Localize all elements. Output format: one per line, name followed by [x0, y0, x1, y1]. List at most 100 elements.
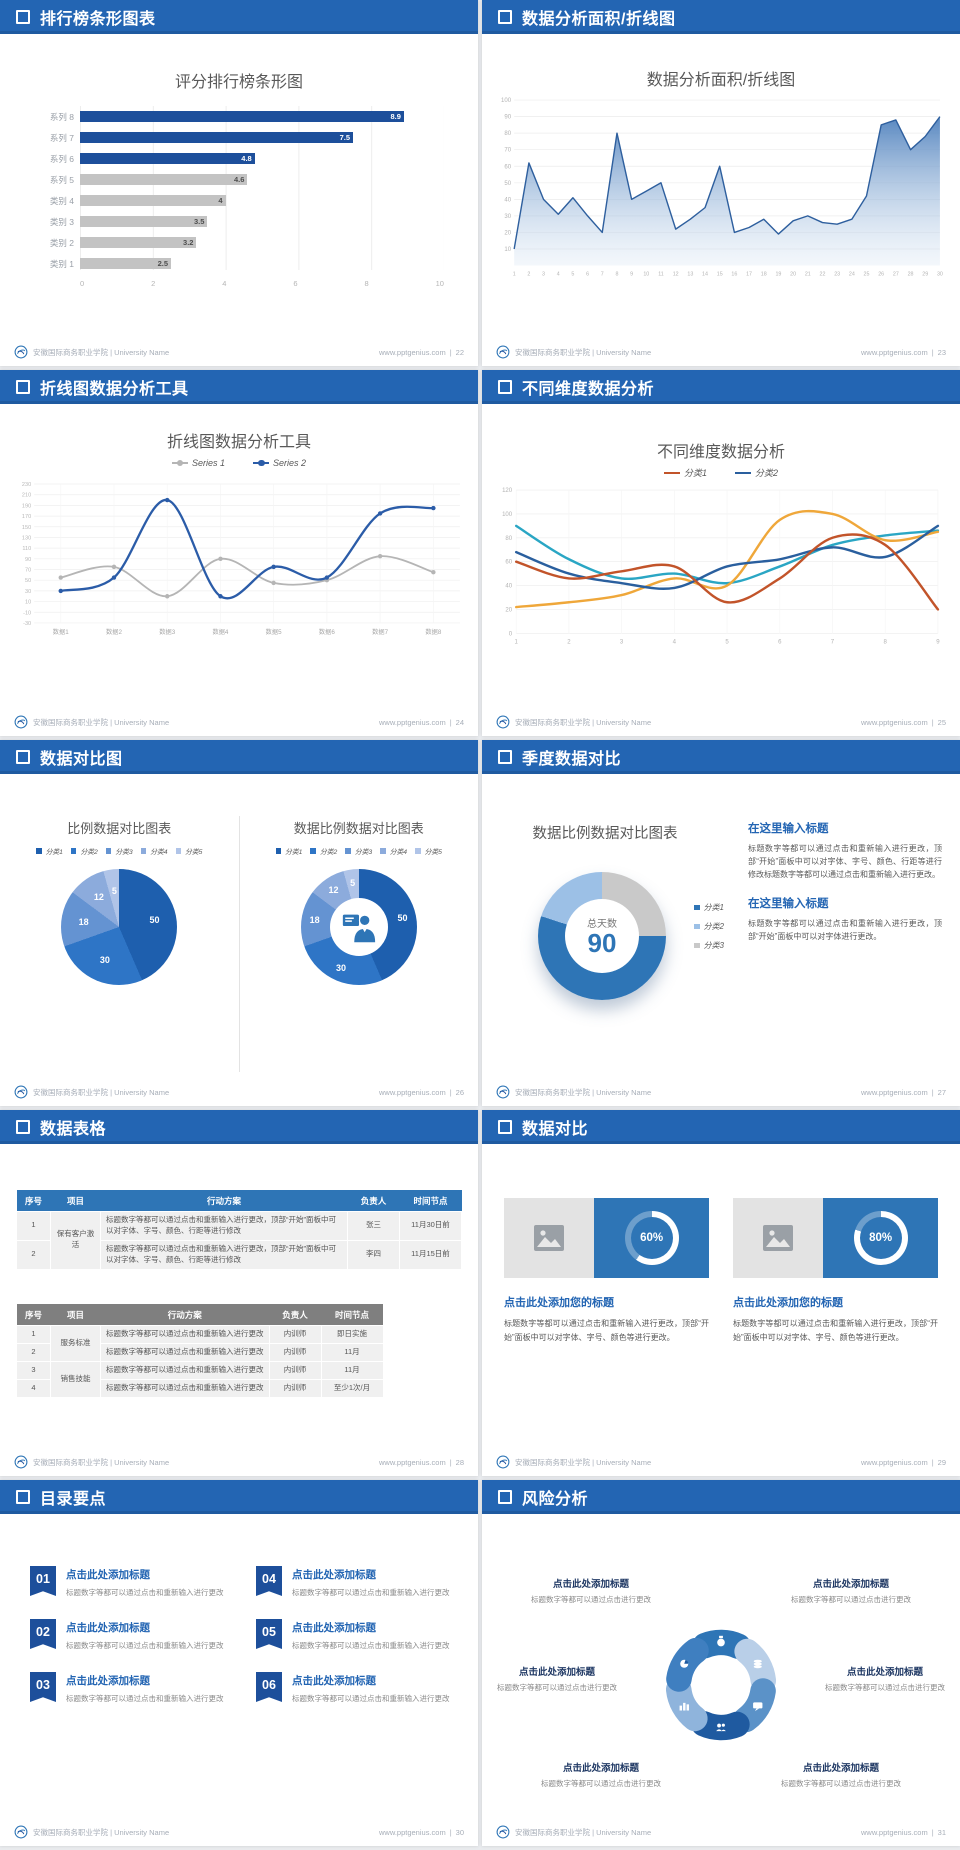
- square-bullet-icon: [16, 380, 30, 394]
- svg-text:100: 100: [502, 512, 513, 518]
- slide-multi-line-chart: 不同维度数据分析 不同维度数据分析 分类1 分类2 120 100 80 60 40 20…: [482, 370, 960, 736]
- svg-text:-10: -10: [23, 610, 31, 616]
- pie-value-label: 12: [93, 892, 104, 903]
- svg-text:11: 11: [658, 272, 664, 278]
- swatch-icon: [175, 848, 182, 854]
- merged-project-cell: 服务标准: [50, 1325, 101, 1362]
- bar-value-label: 8.9: [390, 112, 401, 121]
- donut-center-label: 总天数: [587, 918, 617, 930]
- slide-progress-comparison: 数据对比 60% 点击此处添加您的标题 标题数字等都可以通过点击和重新输入进行更…: [482, 1110, 960, 1476]
- footer-site-and-page: www.pptgenius.com | 28: [379, 1457, 464, 1467]
- svg-text:1: 1: [515, 639, 519, 645]
- university-logo-icon: [496, 1085, 510, 1099]
- svg-text:100: 100: [501, 98, 512, 104]
- bar-value-label: 4.8: [241, 154, 252, 163]
- svg-text:80: 80: [505, 536, 512, 542]
- bar-row: 类别 2 3.2: [30, 232, 444, 253]
- pie-value-label: 18: [78, 916, 89, 927]
- swatch-icon: [345, 848, 351, 854]
- footer-site: www.pptgenius.com: [379, 347, 446, 357]
- chart-legend: Series 1 Series 2: [0, 458, 478, 468]
- svg-text:20: 20: [505, 607, 512, 613]
- risk-label: 点击此处添加标题 标题数字等都可以通过点击进行更改: [497, 1667, 617, 1692]
- block-title: 在这里输入标题: [748, 897, 829, 910]
- index-badge: 06: [256, 1672, 282, 1702]
- pie-value-label: 30: [335, 962, 346, 973]
- card-body: 标题数字等都可以通过点击和重新输入进行更改，顶部“开始”面板中可以对字体、字号、…: [733, 1319, 938, 1342]
- item-body: 标题数字等都可以通过点击和重新输入进行更改: [66, 1694, 224, 1703]
- svg-text:23: 23: [834, 272, 840, 278]
- comparison-card: 60% 点击此处添加您的标题 标题数字等都可以通过点击和重新输入进行更改，顶部“…: [504, 1198, 709, 1344]
- progress-ring: 60%: [624, 1211, 679, 1265]
- chart-title: 不同维度数据分析: [656, 444, 785, 461]
- item-title: 点击此处添加标题: [292, 1675, 376, 1687]
- bar-category-label: 系列 6: [49, 153, 74, 164]
- slide-header: 风险分析: [482, 1480, 960, 1514]
- swatch-icon: [694, 923, 700, 930]
- catalog-item: 02 点击此处添加标题 标题数字等都可以通过点击和重新输入进行更改: [30, 1619, 226, 1652]
- slide-header: 数据分析面积/折线图: [482, 0, 960, 34]
- bar-value-label: 4.6: [234, 175, 245, 184]
- slide-footer: 安徽国际商务职业学院 | University Name www.pptgeni…: [14, 1085, 464, 1099]
- block-title: 在这里输入标题: [748, 823, 829, 835]
- chart-legend: 分类1 分类2 分类3 分类4 分类5: [275, 846, 442, 856]
- svg-text:10: 10: [504, 247, 511, 253]
- category2-line-swatch-icon: [735, 471, 751, 474]
- slide-header: 数据表格: [0, 1110, 478, 1144]
- slide-footer: 安徽国际商务职业学院 | University Name www.pptgeni…: [14, 1825, 464, 1839]
- slide-header: 目录要点: [0, 1480, 478, 1514]
- item-title: 点击此处添加标题: [66, 1569, 150, 1581]
- svg-text:数据2: 数据2: [106, 628, 122, 636]
- bar-row: 系列 8 8.9: [30, 106, 444, 127]
- slide-catalog-points: 目录要点 01 点击此处添加标题 标题数字等都可以通过点击和重新输入进行更改 04 点…: [0, 1480, 478, 1846]
- svg-text:6: 6: [586, 272, 589, 278]
- svg-text:40: 40: [504, 197, 511, 203]
- footer-site-and-page: www.pptgenius.com | 26: [379, 1087, 464, 1097]
- svg-text:数据5: 数据5: [266, 628, 282, 636]
- footer-university-name: 安徽国际商务职业学院 | University Name: [33, 1087, 170, 1097]
- pie-value-label: 50: [149, 914, 160, 925]
- slide-risk-analysis: 风险分析 点击此处添加标题 标题数字等都可以通过点击进行更改 点击此处添加标题 标题…: [482, 1480, 960, 1846]
- slide-header-title: 数据分析面积/折线图: [522, 11, 676, 28]
- pie-value-label: 5: [111, 886, 117, 897]
- text-column: 在这里输入标题 标题数字等都可以通过点击和重新输入进行更改，顶部“开始”面板中可…: [748, 820, 942, 956]
- square-bullet-icon: [16, 10, 30, 24]
- svg-text:50: 50: [25, 578, 31, 584]
- slide-footer: 安徽国际商务职业学院 | University Name www.pptgeni…: [496, 715, 946, 729]
- bar-category-label: 类别 3: [49, 216, 74, 227]
- merged-project-cell: 保有客户激活: [50, 1211, 101, 1270]
- merged-project-cell: 销售技能: [50, 1360, 101, 1398]
- block-body: 标题数字等都可以通过点击和重新输入进行更改，顶部“开始”面板中可以对字体进行更改…: [748, 918, 942, 941]
- svg-text:12: 12: [673, 272, 679, 278]
- index-badge: 03: [30, 1672, 56, 1702]
- svg-text:120: 120: [502, 488, 513, 494]
- pie-value-label: 5: [350, 877, 356, 888]
- svg-text:26: 26: [878, 272, 884, 278]
- footer-university-name: 安徽国际商务职业学院 | University Name: [33, 1827, 170, 1837]
- svg-text:14: 14: [702, 272, 708, 278]
- bar-category-label: 类别 2: [49, 237, 74, 248]
- bar-row: 系列 6 4.8: [30, 148, 444, 169]
- card-body: 标题数字等都可以通过点击和重新输入进行更改，顶部“开始”面板中可以对字体、字号、…: [504, 1319, 709, 1342]
- progress-value: 80%: [869, 1232, 893, 1244]
- table-row: 4 标题数字等都可以通过点击和重新输入进行更改 内训师 至少1次/月: [16, 1378, 384, 1398]
- category1-line-swatch-icon: [663, 471, 680, 474]
- svg-text:25: 25: [864, 272, 870, 278]
- index-badge: 04: [256, 1566, 282, 1596]
- svg-text:20: 20: [504, 230, 511, 236]
- bar-value-label: 4: [218, 196, 223, 205]
- svg-text:30: 30: [504, 214, 511, 220]
- series1-line-swatch-icon: [171, 459, 188, 467]
- footer-university-name: 安徽国际商务职业学院 | University Name: [33, 347, 170, 357]
- swatch-icon: [70, 848, 77, 854]
- svg-text:6: 6: [778, 639, 782, 645]
- bar-row: 类别 3 3.5: [30, 211, 444, 232]
- slide-ranking-bar-chart: 排行榜条形图表 评分排行榜条形图 系列 8 8.9 系列 7 7.5 系列 6 4.8…: [0, 0, 478, 366]
- svg-text:60: 60: [504, 164, 511, 170]
- slide-area-line-chart: 数据分析面积/折线图 数据分析面积/折线图 100 90 80 70 60 50 40 30 2…: [482, 0, 960, 366]
- svg-text:24: 24: [849, 272, 855, 278]
- swatch-icon: [310, 848, 316, 854]
- university-logo-icon: [496, 1825, 510, 1839]
- chart-title: 比例数据对比图表: [67, 821, 172, 836]
